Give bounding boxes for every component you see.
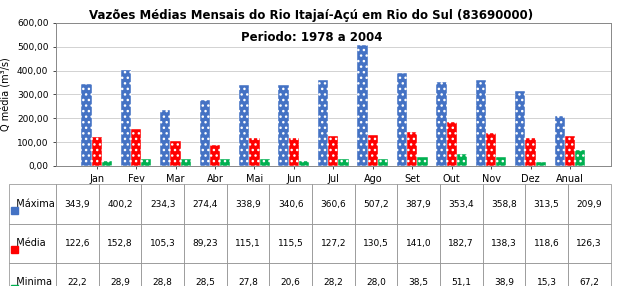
Bar [199, 100, 210, 166]
Bar [102, 161, 112, 166]
Bar [515, 91, 525, 166]
Bar [210, 145, 220, 166]
Bar [121, 71, 131, 166]
Bar [476, 80, 486, 166]
Bar [436, 82, 447, 166]
Bar [288, 138, 299, 166]
Bar [368, 135, 378, 166]
Bar [220, 159, 231, 166]
Bar [496, 157, 506, 166]
Bar [554, 116, 565, 166]
Bar [239, 85, 249, 166]
Bar [92, 137, 102, 166]
Bar [171, 141, 181, 166]
Bar [525, 138, 536, 166]
Bar [141, 159, 151, 166]
Bar [447, 122, 457, 166]
Bar [486, 133, 496, 166]
Bar [299, 161, 309, 166]
Text: Vazões Médias Mensais do Rio Itajaí-Açú em Rio do Sul (83690000): Vazões Médias Mensais do Rio Itajaí-Açú … [90, 9, 533, 21]
Bar [407, 132, 417, 166]
Bar [160, 110, 171, 166]
Bar [81, 84, 92, 166]
Bar [358, 45, 368, 166]
Bar [318, 80, 328, 166]
Bar [328, 136, 338, 166]
Bar [249, 138, 260, 166]
Bar [338, 159, 349, 166]
Bar [260, 159, 270, 166]
Y-axis label: Q média (m³/s): Q média (m³/s) [1, 57, 11, 131]
Bar [397, 74, 407, 166]
Bar [278, 85, 288, 166]
Bar [457, 154, 467, 166]
Bar [417, 157, 427, 166]
Bar [378, 159, 388, 166]
Bar [565, 136, 575, 166]
Bar [536, 162, 546, 166]
Text: Periodo: 1978 a 2004: Periodo: 1978 a 2004 [240, 31, 383, 44]
Bar [575, 150, 586, 166]
Bar [181, 159, 191, 166]
Bar [131, 130, 141, 166]
